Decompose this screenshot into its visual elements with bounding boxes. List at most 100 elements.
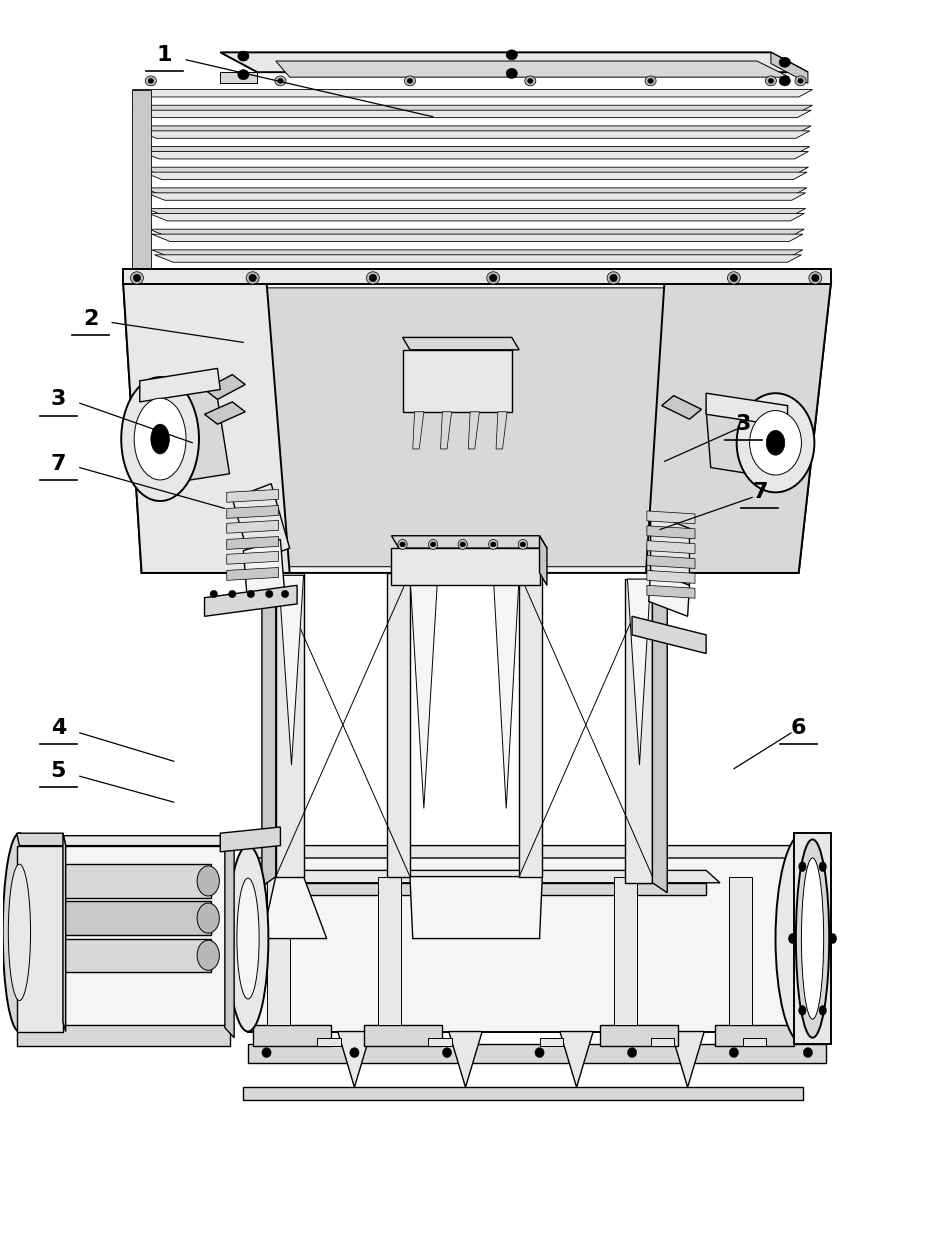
Polygon shape	[221, 827, 280, 852]
Ellipse shape	[525, 76, 536, 86]
Ellipse shape	[779, 57, 790, 67]
Polygon shape	[132, 106, 813, 113]
Ellipse shape	[519, 539, 528, 549]
Polygon shape	[410, 575, 438, 808]
Polygon shape	[140, 369, 221, 402]
Ellipse shape	[399, 542, 405, 547]
Polygon shape	[428, 1038, 452, 1046]
Polygon shape	[262, 573, 276, 886]
Ellipse shape	[798, 78, 803, 83]
Ellipse shape	[648, 78, 654, 83]
Polygon shape	[227, 505, 278, 518]
Ellipse shape	[830, 934, 837, 944]
Text: 1: 1	[157, 45, 172, 65]
Ellipse shape	[506, 50, 518, 60]
Ellipse shape	[528, 78, 533, 83]
Polygon shape	[402, 337, 519, 350]
Polygon shape	[141, 167, 808, 174]
Ellipse shape	[812, 274, 819, 281]
Ellipse shape	[819, 862, 827, 872]
Polygon shape	[17, 833, 66, 845]
Ellipse shape	[645, 76, 656, 86]
Ellipse shape	[730, 274, 737, 281]
Polygon shape	[266, 876, 290, 1026]
Polygon shape	[647, 540, 695, 554]
Ellipse shape	[729, 1047, 738, 1057]
Polygon shape	[391, 535, 546, 548]
Polygon shape	[468, 412, 479, 449]
Ellipse shape	[228, 845, 268, 1032]
Polygon shape	[647, 555, 695, 569]
Ellipse shape	[442, 1047, 452, 1057]
Polygon shape	[378, 876, 400, 1026]
Ellipse shape	[277, 78, 283, 83]
Text: 5: 5	[50, 761, 66, 781]
Polygon shape	[221, 72, 257, 83]
Ellipse shape	[249, 274, 256, 281]
Polygon shape	[29, 845, 225, 1028]
Polygon shape	[138, 147, 810, 154]
Polygon shape	[647, 525, 695, 539]
Polygon shape	[276, 573, 304, 876]
Polygon shape	[135, 111, 811, 117]
Polygon shape	[40, 864, 211, 898]
Polygon shape	[632, 616, 706, 654]
Polygon shape	[132, 90, 151, 275]
Polygon shape	[227, 489, 278, 502]
Polygon shape	[207, 870, 720, 883]
Ellipse shape	[133, 274, 141, 281]
Ellipse shape	[776, 833, 831, 1043]
Polygon shape	[63, 833, 66, 1032]
Ellipse shape	[130, 271, 143, 284]
Polygon shape	[149, 213, 804, 220]
Ellipse shape	[197, 940, 220, 970]
Ellipse shape	[32, 903, 54, 934]
Polygon shape	[540, 1038, 562, 1046]
Polygon shape	[155, 255, 802, 263]
Ellipse shape	[487, 271, 500, 284]
Ellipse shape	[151, 425, 169, 454]
Ellipse shape	[506, 68, 518, 78]
Polygon shape	[252, 1026, 331, 1046]
Polygon shape	[227, 568, 278, 580]
Polygon shape	[627, 579, 651, 764]
Polygon shape	[227, 537, 278, 549]
Polygon shape	[449, 1032, 482, 1087]
Ellipse shape	[458, 539, 467, 549]
Ellipse shape	[799, 1006, 806, 1016]
Polygon shape	[496, 412, 507, 449]
Ellipse shape	[247, 590, 254, 598]
Ellipse shape	[749, 411, 802, 476]
Polygon shape	[540, 535, 546, 585]
Ellipse shape	[8, 864, 31, 1001]
Ellipse shape	[398, 539, 407, 549]
Ellipse shape	[32, 865, 54, 896]
Polygon shape	[493, 575, 519, 808]
Ellipse shape	[819, 1006, 827, 1016]
Polygon shape	[729, 876, 752, 1026]
Polygon shape	[248, 845, 799, 858]
Polygon shape	[391, 548, 540, 585]
Ellipse shape	[768, 78, 774, 83]
Polygon shape	[653, 579, 668, 893]
Polygon shape	[205, 375, 245, 400]
Ellipse shape	[134, 398, 186, 481]
Ellipse shape	[803, 1047, 813, 1057]
Ellipse shape	[610, 274, 617, 281]
Polygon shape	[207, 883, 706, 895]
Ellipse shape	[197, 903, 220, 934]
Ellipse shape	[370, 274, 377, 281]
Polygon shape	[233, 483, 290, 563]
Ellipse shape	[350, 1047, 359, 1057]
Polygon shape	[123, 281, 290, 573]
Polygon shape	[600, 1026, 679, 1046]
Ellipse shape	[237, 70, 249, 80]
Polygon shape	[276, 61, 789, 77]
Text: 7: 7	[752, 482, 767, 503]
Polygon shape	[143, 188, 807, 195]
Polygon shape	[205, 402, 245, 425]
Ellipse shape	[246, 271, 259, 284]
Polygon shape	[123, 269, 831, 284]
Polygon shape	[671, 1032, 704, 1087]
Polygon shape	[142, 288, 808, 566]
